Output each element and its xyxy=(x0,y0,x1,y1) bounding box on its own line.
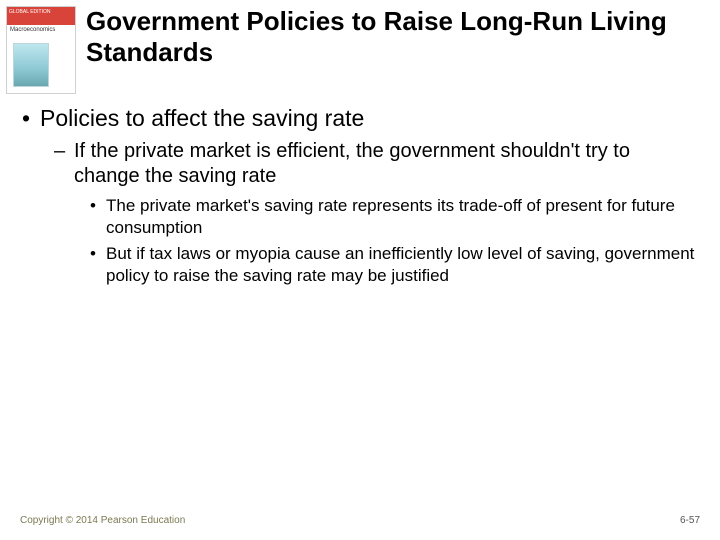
slide-title: Government Policies to Raise Long-Run Li… xyxy=(86,6,708,67)
bullet-level-3: The private market's saving rate represe… xyxy=(90,195,700,239)
book-thumbnail: GLOBAL EDITION Macroeconomics xyxy=(6,6,76,94)
slide: GLOBAL EDITION Macroeconomics Government… xyxy=(0,0,720,540)
bullet-level-1: Policies to affect the saving rate xyxy=(20,104,700,133)
bullet-level-3: But if tax laws or myopia cause an ineff… xyxy=(90,243,700,287)
footer-page-number: 6-57 xyxy=(680,515,700,526)
slide-body: Policies to affect the saving rate If th… xyxy=(20,104,700,291)
bullet-level-2: If the private market is efficient, the … xyxy=(54,139,700,189)
footer-copyright: Copyright © 2014 Pearson Education xyxy=(20,515,185,526)
thumbnail-band: GLOBAL EDITION xyxy=(7,7,75,25)
thumbnail-label: Macroeconomics xyxy=(10,27,55,33)
thumbnail-cover-art xyxy=(13,43,49,87)
